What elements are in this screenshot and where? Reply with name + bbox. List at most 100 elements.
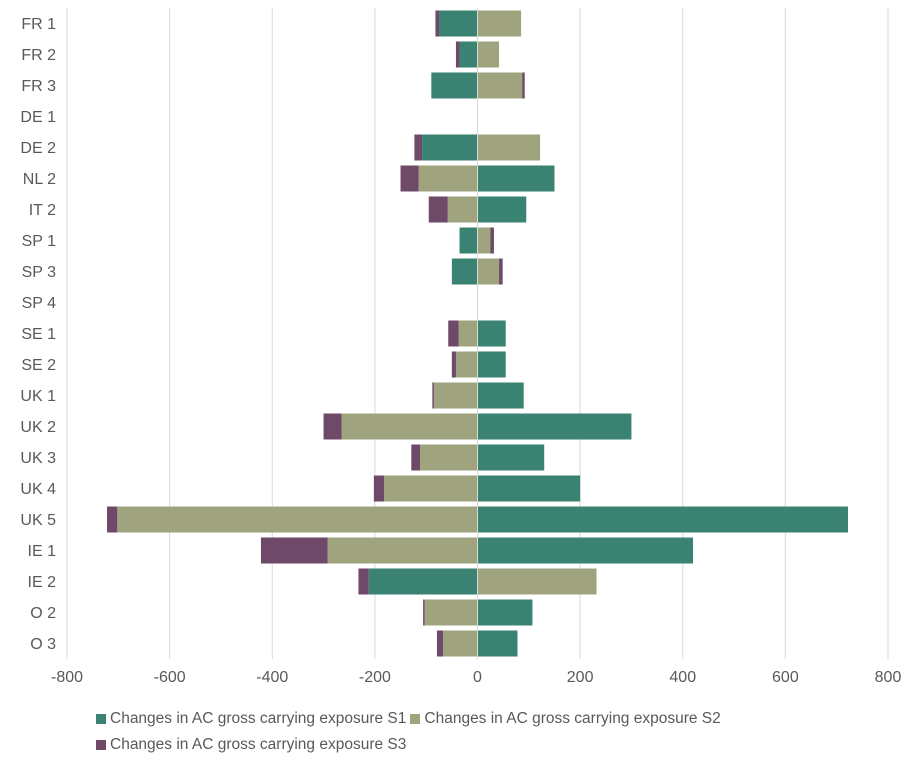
legend-row-1: Changes in AC gross carrying exposure S1…: [96, 706, 896, 732]
bar-ie-2-s2: [477, 568, 597, 595]
bar-se-1-s3: [448, 320, 459, 347]
bar-nl-2-s3: [400, 165, 419, 192]
bar-ie-2-s1: [368, 568, 478, 595]
bar-uk-1-s3: [432, 382, 434, 409]
x-tick-label: 0: [473, 669, 482, 686]
category-label: SE 2: [21, 357, 56, 374]
bar-it-2-s2: [447, 196, 478, 223]
bar-sp-3-s2: [477, 258, 500, 285]
x-tick-label: 400: [669, 669, 696, 686]
bar-o-2-s3: [423, 599, 425, 626]
bar-o-2-s1: [477, 599, 533, 626]
bar-fr-3-s1: [431, 72, 478, 99]
bars: [107, 10, 848, 657]
bar-se-1-s2: [458, 320, 478, 347]
category-label: SP 1: [22, 233, 57, 250]
bar-ie-1-s2: [327, 537, 478, 564]
bar-uk-2-s1: [477, 413, 632, 440]
bar-o-3-s2: [443, 630, 478, 657]
bar-ie-1-s1: [477, 537, 694, 564]
gridlines: [66, 8, 889, 659]
bar-fr-1-s1: [439, 10, 478, 37]
bar-de-2-s2: [477, 134, 541, 161]
x-tick-label: 600: [772, 669, 799, 686]
category-label: NL 2: [23, 171, 56, 188]
bar-de-2-s1: [422, 134, 478, 161]
bar-nl-2-s1: [477, 165, 555, 192]
category-label: O 3: [30, 636, 56, 653]
category-label: DE 1: [20, 109, 56, 126]
x-tick-labels: -800 -600 -400 -200 0 200 400 600 800: [51, 669, 901, 686]
category-label: IT 2: [29, 202, 56, 219]
legend-label-s2: Changes in AC gross carrying exposure S2: [424, 710, 721, 727]
bar-uk-3-s1: [477, 444, 545, 471]
legend-swatch-s1: [96, 714, 106, 724]
bar-uk-5-s1: [477, 506, 848, 533]
category-label: SP 4: [22, 295, 57, 312]
legend-item-s3: Changes in AC gross carrying exposure S3: [96, 736, 406, 754]
category-label: FR 1: [21, 16, 56, 33]
x-tick-label: -400: [256, 669, 288, 686]
category-label: IE 2: [28, 574, 57, 591]
bar-fr-1-s2: [477, 10, 522, 37]
x-tick-label: -800: [51, 669, 83, 686]
bar-de-2-s3: [414, 134, 423, 161]
category-label: UK 1: [20, 388, 56, 405]
category-label: SE 1: [21, 326, 56, 343]
bar-fr-3-s3: [522, 72, 525, 99]
legend-item-s1: Changes in AC gross carrying exposure S1: [96, 710, 406, 728]
legend-label-s1: Changes in AC gross carrying exposure S1: [110, 710, 407, 727]
bar-fr-3-s2: [477, 72, 523, 99]
bar-o-2-s2: [424, 599, 478, 626]
bar-o-3-s3: [436, 630, 444, 657]
legend: Changes in AC gross carrying exposure S1…: [96, 706, 896, 758]
bar-uk-4-s2: [384, 475, 478, 502]
category-label: UK 4: [20, 481, 56, 498]
category-label: FR 2: [21, 47, 56, 64]
category-label: IE 1: [28, 543, 57, 560]
category-label: O 2: [30, 605, 56, 622]
category-label: DE 2: [20, 140, 56, 157]
category-label: UK 5: [20, 512, 56, 529]
legend-label-s3: Changes in AC gross carrying exposure S3: [110, 736, 407, 753]
x-tick-label: 800: [875, 669, 902, 686]
bar-uk-5-s3: [107, 506, 118, 533]
bar-uk-4-s1: [477, 475, 581, 502]
bar-fr-1-s3: [435, 10, 440, 37]
bar-uk-4-s3: [373, 475, 385, 502]
bar-nl-2-s2: [418, 165, 478, 192]
x-tick-label: 200: [567, 669, 594, 686]
bar-it-2-s3: [428, 196, 448, 223]
bar-fr-2-s1: [459, 41, 478, 68]
category-label: SP 3: [22, 264, 57, 281]
bar-o-3-s1: [477, 630, 518, 657]
category-labels: FR 1 FR 2 FR 3 DE 1 DE 2 NL 2 IT 2 SP 1 SP 3 SP 4…: [20, 16, 56, 653]
bar-se-2-s3: [451, 351, 456, 378]
bar-uk-2-s3: [323, 413, 342, 440]
bar-se-2-s2: [455, 351, 478, 378]
category-label: FR 3: [21, 78, 56, 95]
category-label: UK 2: [20, 419, 56, 436]
x-tick-label: -200: [359, 669, 391, 686]
x-tick-label: -600: [154, 669, 186, 686]
bar-sp-1-s3: [490, 227, 494, 254]
bar-uk-1-s2: [433, 382, 478, 409]
bar-sp-3-s3: [499, 258, 503, 285]
bar-sp-1-s2: [477, 227, 491, 254]
legend-swatch-s3: [96, 740, 106, 750]
legend-item-s2: Changes in AC gross carrying exposure S2: [410, 710, 721, 728]
bar-fr-2-s3: [455, 41, 460, 68]
bar-se-2-s1: [477, 351, 506, 378]
bar-it-2-s1: [477, 196, 527, 223]
bar-uk-1-s1: [477, 382, 524, 409]
bar-uk-3-s3: [411, 444, 421, 471]
bar-fr-2-s2: [477, 41, 500, 68]
bar-uk-5-s2: [117, 506, 478, 533]
legend-swatch-s2: [410, 714, 421, 724]
bar-se-1-s1: [477, 320, 506, 347]
bar-uk-2-s2: [341, 413, 478, 440]
category-label: UK 3: [20, 450, 56, 467]
legend-row-2: Changes in AC gross carrying exposure S3: [96, 732, 896, 758]
bar-ie-2-s3: [358, 568, 369, 595]
